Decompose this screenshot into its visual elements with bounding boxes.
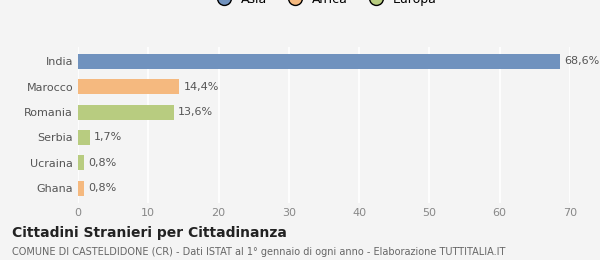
Text: 13,6%: 13,6% bbox=[178, 107, 213, 117]
Text: 14,4%: 14,4% bbox=[184, 82, 219, 92]
Bar bbox=[78, 54, 560, 69]
Text: 0,8%: 0,8% bbox=[88, 158, 116, 168]
Bar bbox=[78, 130, 90, 145]
Text: COMUNE DI CASTELDIDONE (CR) - Dati ISTAT al 1° gennaio di ogni anno - Elaborazio: COMUNE DI CASTELDIDONE (CR) - Dati ISTAT… bbox=[12, 247, 505, 257]
Text: 1,7%: 1,7% bbox=[94, 132, 122, 142]
Bar bbox=[78, 105, 173, 120]
Text: Cittadini Stranieri per Cittadinanza: Cittadini Stranieri per Cittadinanza bbox=[12, 226, 287, 240]
Bar bbox=[78, 79, 179, 94]
Bar bbox=[78, 155, 83, 170]
Legend: Asia, Africa, Europa: Asia, Africa, Europa bbox=[206, 0, 442, 11]
Bar bbox=[78, 180, 83, 196]
Text: 0,8%: 0,8% bbox=[88, 183, 116, 193]
Text: 68,6%: 68,6% bbox=[565, 56, 599, 67]
